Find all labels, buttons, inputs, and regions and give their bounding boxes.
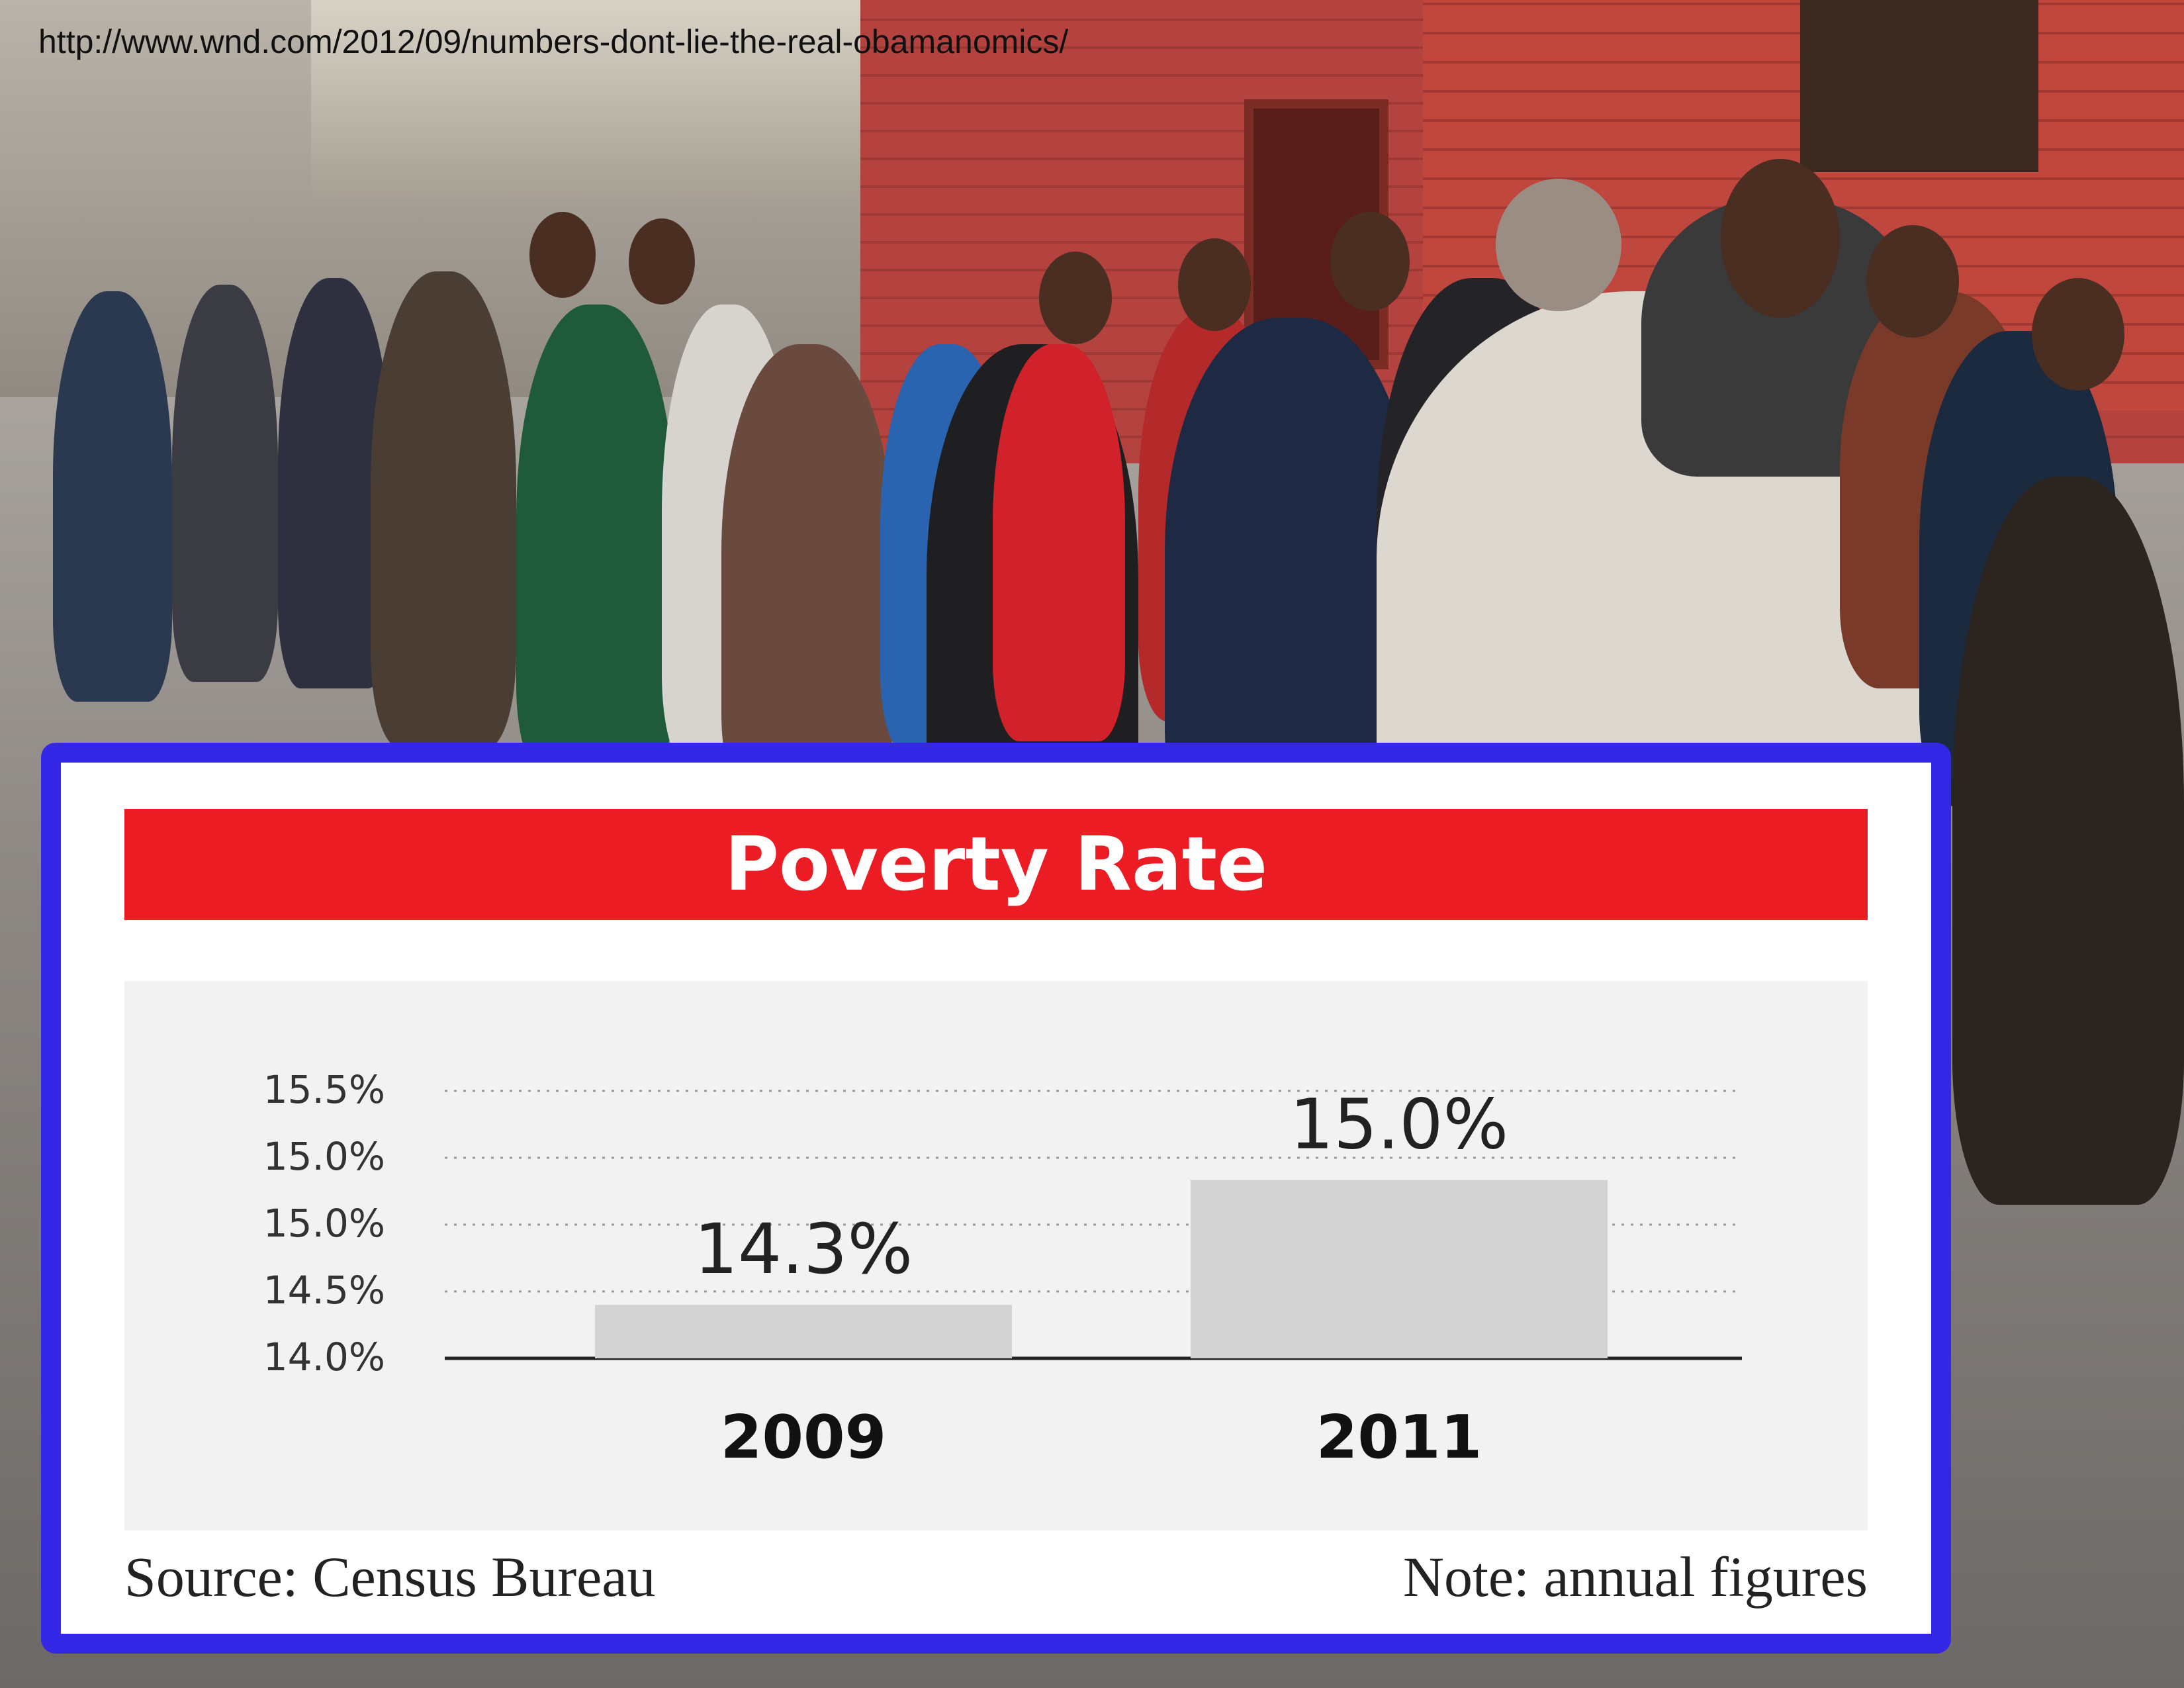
chart-card: Poverty Rate 15.5% 15.0% 15.0% 14.5% 14.0% 14… xyxy=(61,763,1931,1634)
y-tick-label: 15.0% xyxy=(263,1134,385,1179)
y-tick-label: 15.5% xyxy=(263,1067,385,1112)
y-tick-label: 14.0% xyxy=(263,1335,385,1380)
people-in-line xyxy=(0,159,2184,1205)
building-window xyxy=(1800,0,2038,172)
y-tick-label: 15.0% xyxy=(263,1201,385,1246)
bar xyxy=(1191,1180,1608,1358)
chart-source: Source: Census Bureau xyxy=(124,1545,656,1609)
x-tick-label: 2009 xyxy=(721,1403,887,1472)
chart-note: Note: annual figures xyxy=(1402,1545,1868,1609)
chart-frame: Poverty Rate 15.5% 15.0% 15.0% 14.5% 14.0% 14… xyxy=(41,743,1951,1654)
x-tick-label: 2011 xyxy=(1316,1403,1482,1472)
data-label: 14.3% xyxy=(694,1209,913,1289)
bar-chart: 15.5% 15.0% 15.0% 14.5% 14.0% 14.3% 2009 15.0% 2… xyxy=(263,1067,1742,1472)
bar xyxy=(595,1305,1012,1358)
chart-title: Poverty Rate xyxy=(724,821,1268,908)
y-tick-label: 14.5% xyxy=(263,1268,385,1313)
data-label: 15.0% xyxy=(1290,1084,1508,1165)
chart-title-bar: Poverty Rate xyxy=(124,809,1868,920)
storefront-awning xyxy=(311,0,907,199)
source-url: http://www.wnd.com/2012/09/numbers-dont-… xyxy=(38,23,1069,60)
